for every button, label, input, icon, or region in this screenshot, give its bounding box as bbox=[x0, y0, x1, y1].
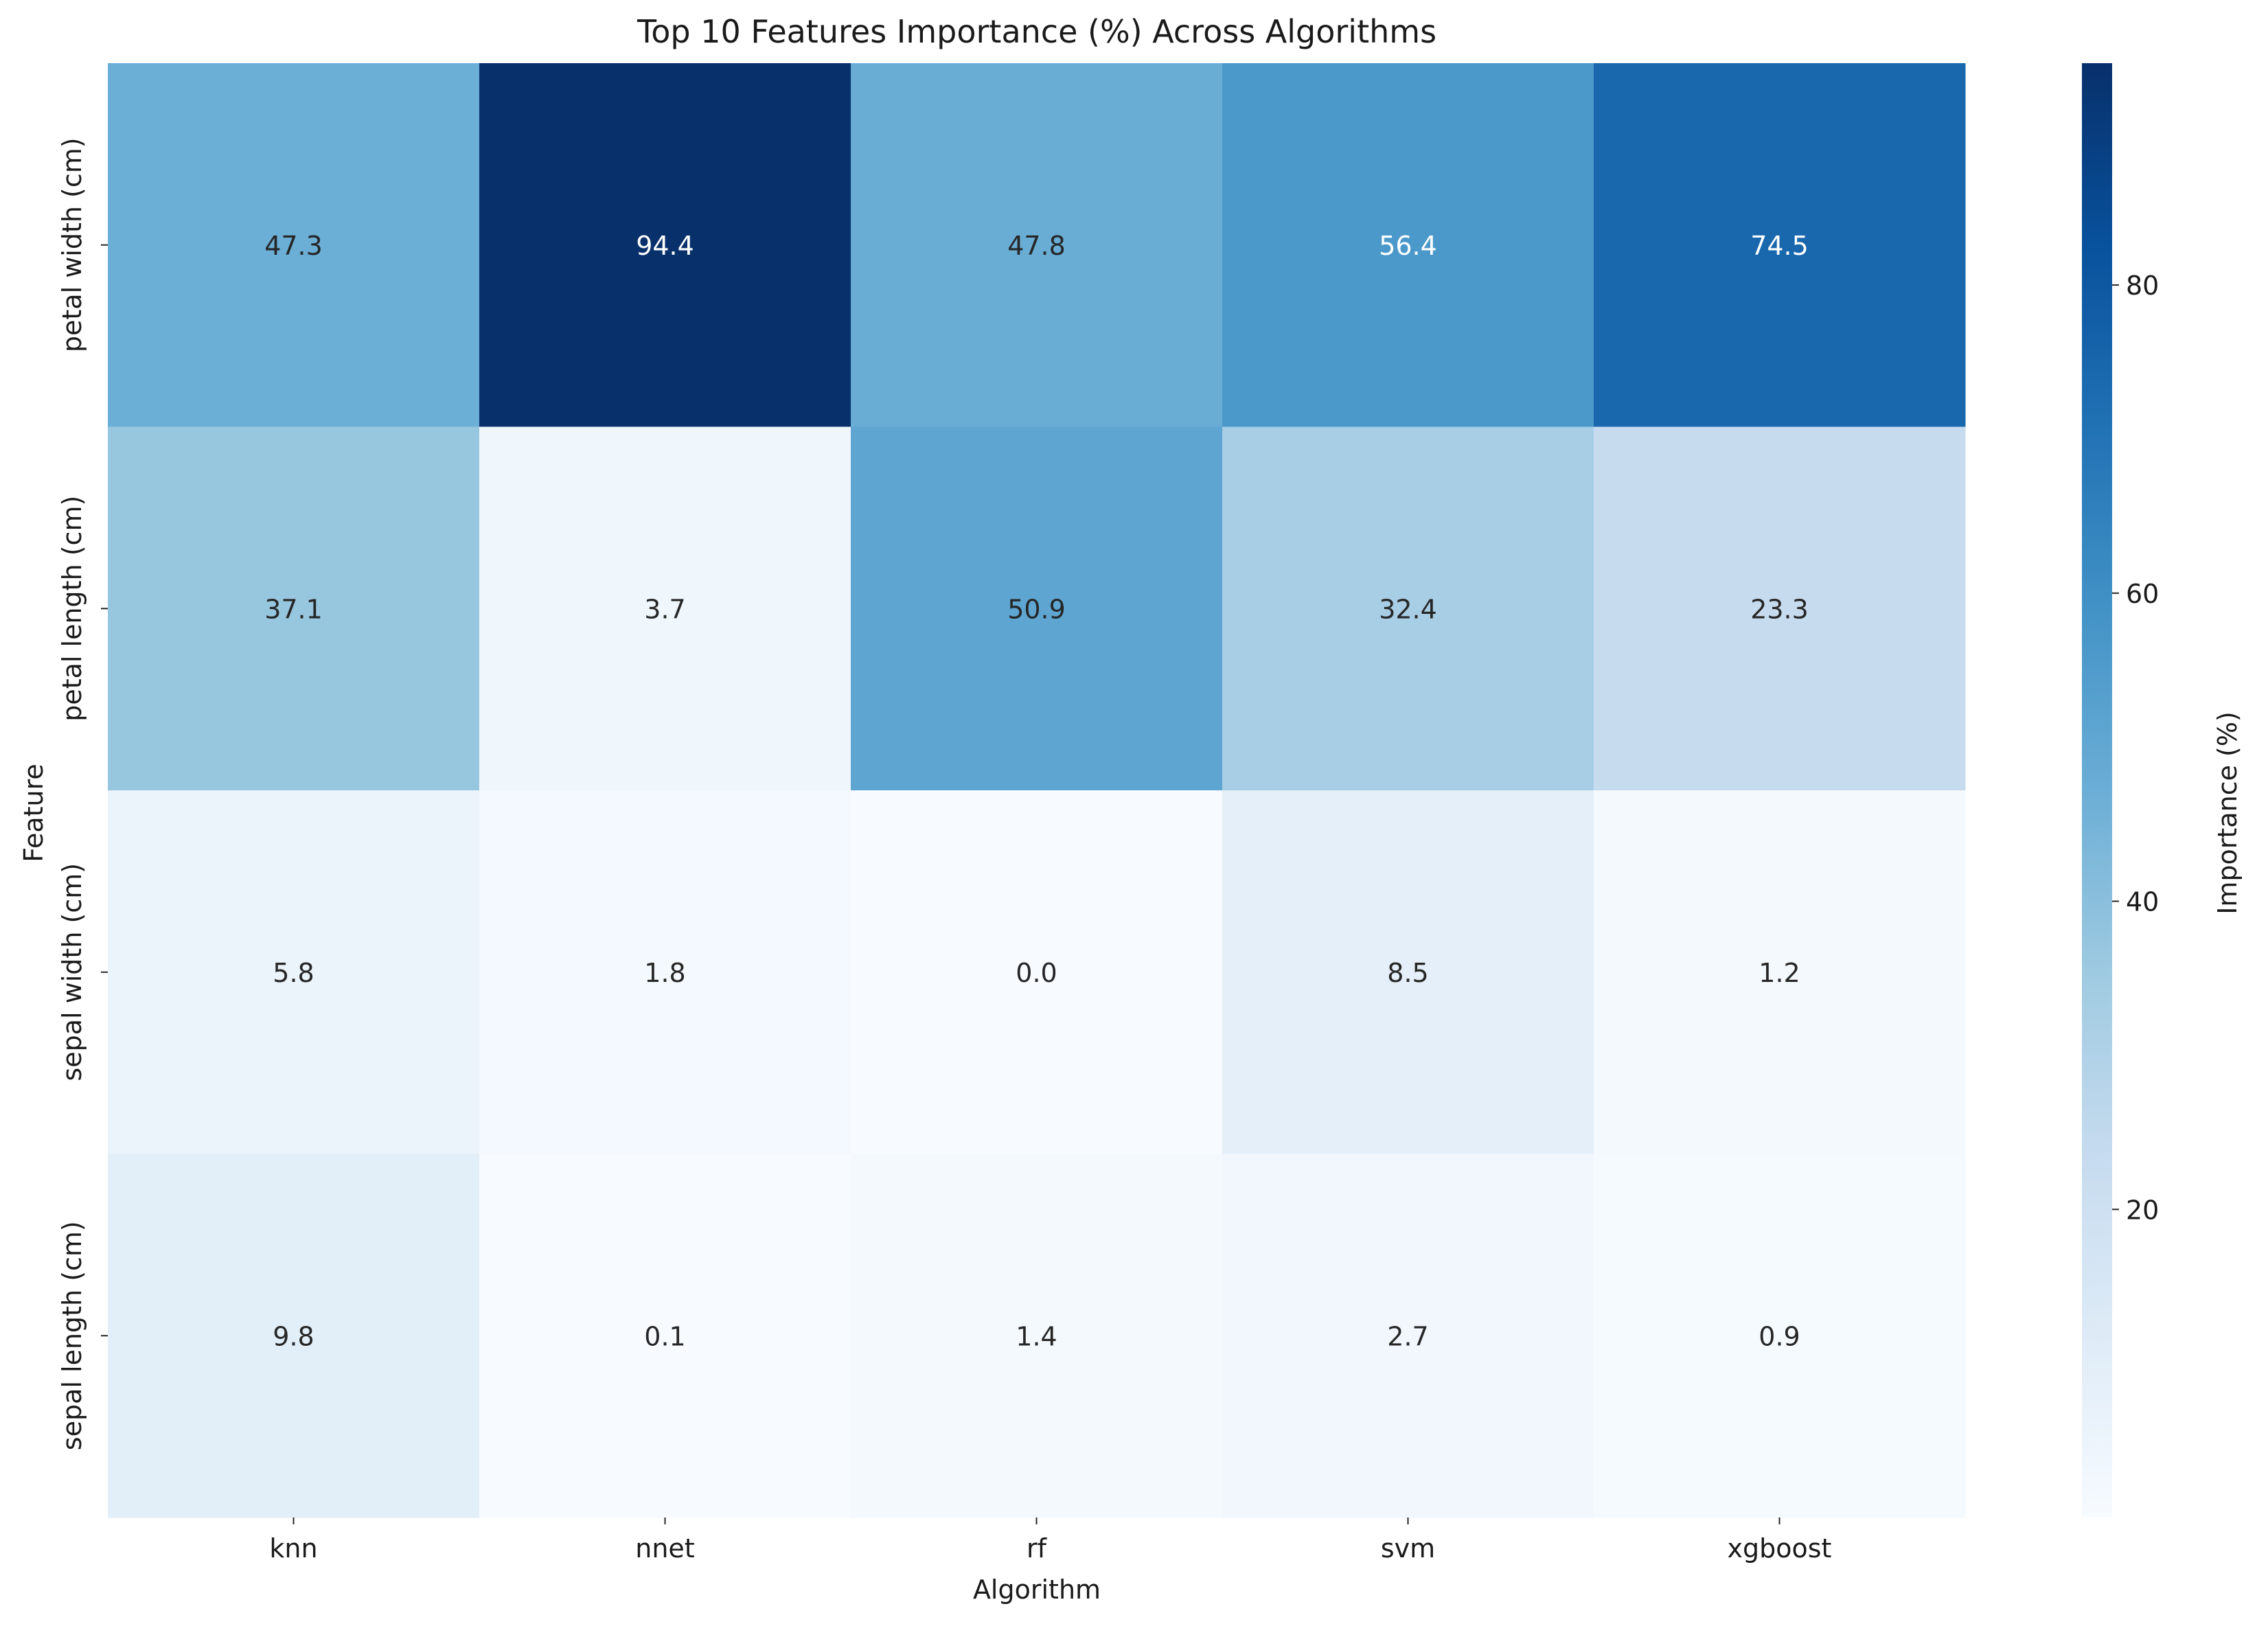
heatmap-cell bbox=[1222, 63, 1594, 427]
heatmap-cell bbox=[851, 63, 1223, 427]
y-axis-label: Feature bbox=[19, 764, 49, 862]
heatmap-cell bbox=[479, 426, 851, 791]
heatmap-cell bbox=[479, 790, 851, 1154]
chart-title: Top 10 Features Importance (%) Across Al… bbox=[637, 13, 1436, 50]
colorbar-tick-label: 20 bbox=[2126, 1195, 2159, 1225]
colorbar-label: Importance (%) bbox=[2212, 711, 2243, 915]
heatmap-cell bbox=[1594, 426, 1966, 791]
y-tick-label: sepal length (cm) bbox=[57, 1221, 87, 1450]
cell-value-label: 56.4 bbox=[1379, 231, 1437, 261]
colorbar-tick-label: 80 bbox=[2126, 271, 2159, 301]
cell-value-label: 47.8 bbox=[1007, 231, 1066, 261]
heatmap-cell bbox=[108, 63, 480, 427]
y-tick-label: petal width (cm) bbox=[57, 137, 87, 352]
cell-value-label: 0.1 bbox=[644, 1321, 685, 1351]
x-axis-ticks: knn nnet rf svm xgboost bbox=[269, 1518, 1831, 1564]
heatmap-cell bbox=[479, 1154, 851, 1518]
cell-annotations: 47.3 94.4 47.8 56.4 74.5 37.1 3.7 50.9 32.4 23.3 5… bbox=[264, 231, 1809, 1352]
heatmap-cell bbox=[108, 426, 480, 791]
x-tick-label: xgboost bbox=[1728, 1533, 1832, 1564]
x-tick-label: rf bbox=[1027, 1533, 1048, 1564]
x-tick-label: svm bbox=[1381, 1533, 1435, 1564]
y-tick-label: sepal width (cm) bbox=[57, 863, 87, 1081]
heatmap-cell bbox=[108, 1154, 480, 1518]
x-tick-label: knn bbox=[269, 1533, 317, 1564]
cell-value-label: 0.0 bbox=[1016, 958, 1057, 988]
y-tick-label: petal length (cm) bbox=[57, 496, 87, 722]
cell-value-label: 37.1 bbox=[264, 594, 323, 624]
cell-value-label: 74.5 bbox=[1750, 231, 1809, 261]
cell-value-label: 47.3 bbox=[264, 231, 323, 261]
cell-value-label: 1.2 bbox=[1759, 958, 1800, 988]
cell-value-label: 23.3 bbox=[1750, 594, 1809, 624]
heatmap-cell bbox=[851, 790, 1223, 1154]
cell-value-label: 94.4 bbox=[636, 231, 694, 261]
x-axis-label: Algorithm bbox=[973, 1575, 1101, 1605]
cell-value-label: 32.4 bbox=[1379, 594, 1437, 624]
heatmap-cell bbox=[1594, 790, 1966, 1154]
colorbar-ticks: 20 40 60 80 bbox=[2112, 271, 2159, 1225]
colorbar-tick-label: 60 bbox=[2126, 579, 2159, 609]
heatmap-cell bbox=[1222, 426, 1594, 791]
cell-value-label: 50.9 bbox=[1007, 594, 1066, 624]
cell-value-label: 0.9 bbox=[1759, 1321, 1800, 1351]
cell-value-label: 8.5 bbox=[1387, 958, 1428, 988]
cell-value-label: 1.4 bbox=[1016, 1321, 1057, 1351]
x-tick-label: nnet bbox=[635, 1533, 694, 1564]
cell-value-label: 2.7 bbox=[1387, 1321, 1428, 1351]
heatmap-cell bbox=[1594, 63, 1966, 427]
cell-value-label: 1.8 bbox=[644, 958, 685, 988]
colorbar bbox=[2082, 63, 2112, 1518]
heatmap-cell bbox=[851, 1154, 1223, 1518]
heatmap-cell bbox=[851, 426, 1223, 791]
heatmap-cell bbox=[108, 790, 480, 1154]
cell-value-label: 5.8 bbox=[273, 958, 314, 988]
colorbar-tick-label: 40 bbox=[2126, 887, 2159, 917]
y-axis-ticks: petal width (cm) petal length (cm) sepal w… bbox=[57, 137, 108, 1450]
heatmap-cell bbox=[1222, 1154, 1594, 1518]
cell-value-label: 9.8 bbox=[273, 1321, 314, 1351]
heatmap-cell bbox=[1594, 1154, 1966, 1518]
heatmap-cell bbox=[1222, 790, 1594, 1154]
heatmap-cell bbox=[479, 63, 851, 427]
cell-value-label: 3.7 bbox=[644, 594, 685, 624]
heatmap-cells bbox=[108, 63, 1966, 1518]
